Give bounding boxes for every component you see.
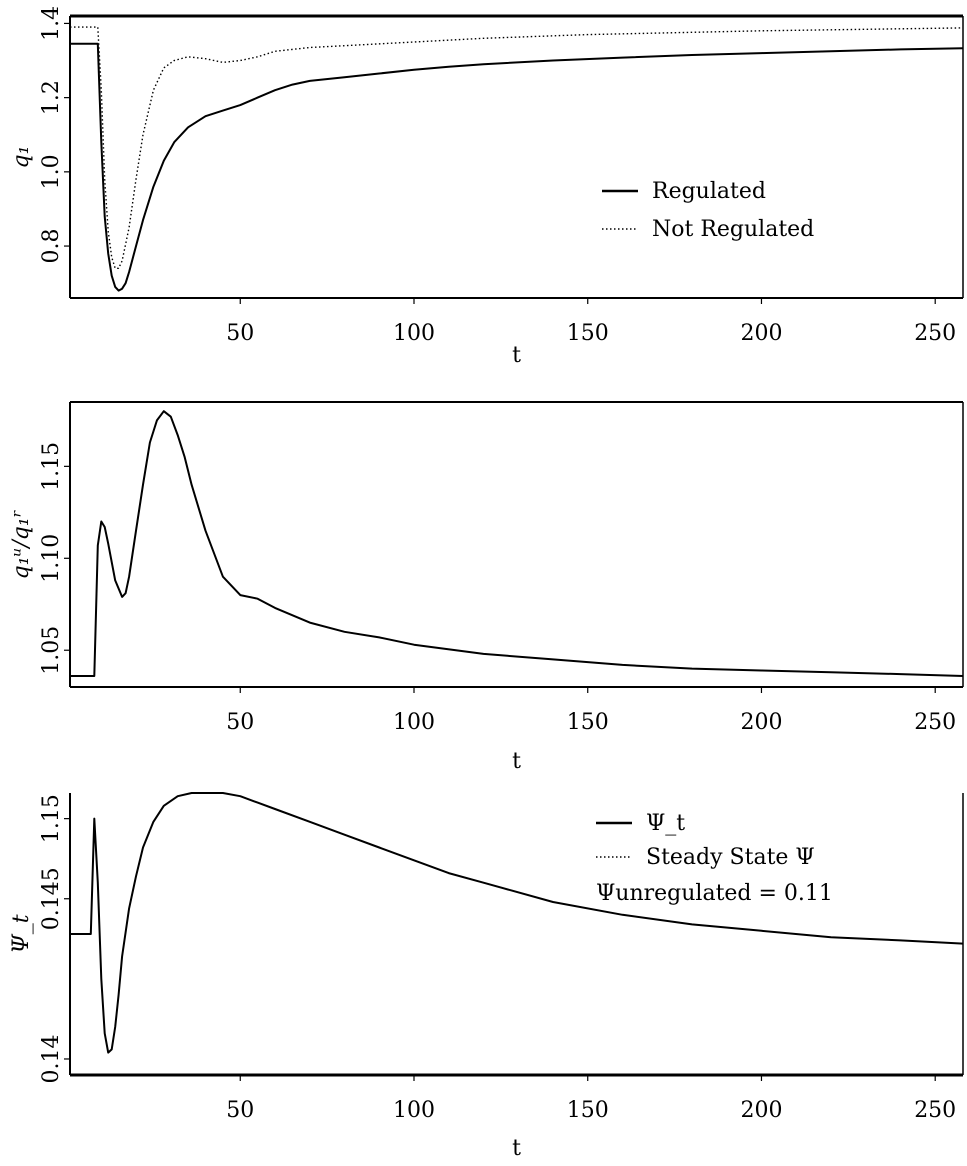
- x-tick-label: 250: [914, 710, 956, 735]
- x-tick-label: 100: [393, 710, 435, 735]
- y-tick-label: 0.8: [39, 229, 64, 264]
- x-axis-label: t: [512, 343, 521, 368]
- series-line-not-regulated: [70, 26, 964, 269]
- annotation-text: Ψunregulated = 0.11: [596, 881, 833, 906]
- chart-panel-3: 50 100 150 200 250 0.14 0.145 1.15 t Ψ_t Ψ_t Steady…: [9, 792, 964, 1161]
- x-tick-label: 50: [226, 321, 254, 346]
- x-tick-label: 250: [914, 321, 956, 346]
- y-tick-label: 1.4: [39, 6, 64, 41]
- y-tick-label: 0.145: [39, 867, 64, 930]
- y-axis-label: Ψ_t: [9, 914, 34, 953]
- legend-label: Ψ_t: [646, 811, 685, 836]
- y-tick-label: 1.15: [39, 442, 64, 491]
- y-tick-label: 1.2: [39, 80, 64, 115]
- x-tick-label: 150: [567, 710, 609, 735]
- x-tick-label: 250: [914, 1098, 956, 1123]
- series-line--t: [70, 792, 964, 1054]
- legend-label: Not Regulated: [652, 217, 814, 242]
- chart-panel-1: 50 100 150 200 250 0.8 1.0 1.2 1.4 t q₁ Regulated No…: [9, 6, 964, 368]
- x-axis-label: t: [512, 749, 521, 774]
- x-tick-label: 100: [393, 321, 435, 346]
- legend: Ψ_t Steady State Ψ: [596, 811, 815, 870]
- x-tick-label: 50: [226, 1098, 254, 1123]
- series-line-regulated: [70, 42, 964, 292]
- legend: Regulated Not Regulated: [602, 179, 814, 242]
- y-axis-label: q₁ᵘ/q₁ʳ: [9, 509, 34, 579]
- x-tick-label: 200: [740, 321, 782, 346]
- x-tick-label: 150: [567, 321, 609, 346]
- y-axis-label: q₁: [9, 146, 34, 169]
- y-tick-label: 1.0: [39, 154, 64, 189]
- chart-panel-2: 50 100 150 200 250 1.05 1.10 1.15 t q₁ᵘ/q₁ʳ: [9, 401, 964, 774]
- series-line-ratio: [70, 410, 964, 677]
- legend-label: Steady State Ψ: [646, 845, 815, 870]
- x-tick-label: 100: [393, 1098, 435, 1123]
- y-tick-label: 0.14: [39, 1034, 64, 1083]
- y-tick-label: 1.15: [39, 794, 64, 843]
- x-tick-label: 200: [740, 1098, 782, 1123]
- x-tick-label: 200: [740, 710, 782, 735]
- x-axis-label: t: [512, 1136, 521, 1161]
- x-tick-label: 50: [226, 710, 254, 735]
- y-tick-label: 1.05: [39, 626, 64, 675]
- y-tick-label: 1.10: [39, 534, 64, 583]
- legend-label: Regulated: [652, 179, 766, 204]
- x-tick-label: 150: [567, 1098, 609, 1123]
